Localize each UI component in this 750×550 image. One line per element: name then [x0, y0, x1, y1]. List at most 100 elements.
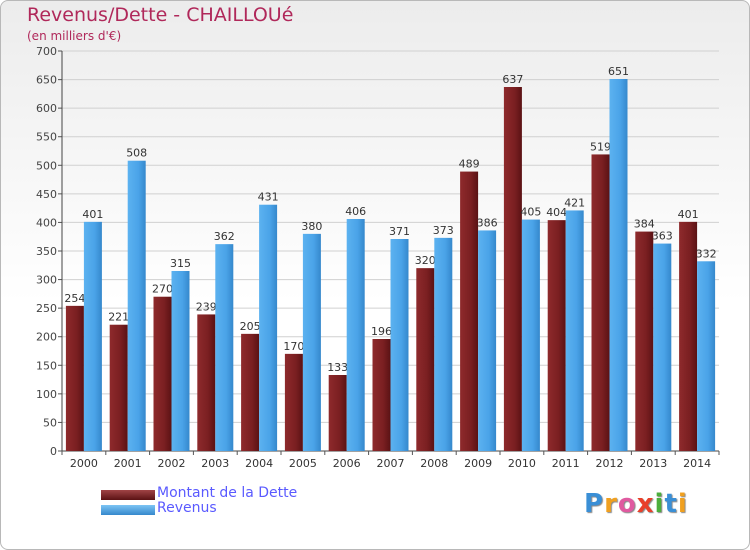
chart-subtitle: (en milliers d'€): [27, 29, 122, 43]
y-tick-label: 450: [36, 188, 57, 201]
y-tick-label: 100: [36, 388, 57, 401]
data-label-revenus: 362: [214, 230, 235, 243]
data-label-revenus: 508: [126, 147, 147, 160]
bar-dette: [372, 339, 391, 451]
bar-revenus: [215, 244, 234, 451]
data-label-dette: 133: [327, 361, 348, 374]
data-label-dette: 254: [64, 292, 85, 305]
data-label-dette: 239: [196, 300, 217, 313]
data-label-dette: 196: [371, 325, 392, 338]
x-tick-label: 2012: [596, 457, 624, 470]
data-label-dette: 489: [459, 158, 480, 171]
logo-letter: t: [664, 489, 678, 519]
bar-revenus: [259, 204, 278, 451]
y-tick-label: 400: [36, 216, 57, 229]
data-label-dette: 384: [634, 218, 655, 231]
data-label-dette: 401: [678, 208, 699, 221]
data-label-revenus: 405: [520, 206, 541, 219]
x-tick-label: 2009: [464, 457, 492, 470]
data-label-revenus: 380: [301, 220, 322, 233]
data-label-dette: 519: [590, 140, 611, 153]
data-label-revenus: 401: [82, 208, 103, 221]
data-label-revenus: 421: [564, 196, 585, 209]
x-tick-label: 2005: [289, 457, 317, 470]
x-tick-label: 2007: [377, 457, 405, 470]
y-tick-label: 250: [36, 302, 57, 315]
data-label-dette: 270: [152, 283, 173, 296]
bar-dette: [591, 154, 610, 451]
x-tick-label: 2010: [508, 457, 536, 470]
bar-revenus: [565, 210, 584, 451]
x-tick-label: 2004: [245, 457, 273, 470]
logo-letter: i: [654, 489, 665, 519]
data-label-dette: 170: [283, 340, 304, 353]
bar-revenus: [609, 79, 628, 451]
legend-swatch-dette: [101, 490, 155, 500]
x-tick-label: 2003: [201, 457, 229, 470]
y-tick-label: 550: [36, 131, 57, 144]
data-label-dette: 637: [502, 73, 523, 86]
y-tick-label: 700: [36, 45, 57, 58]
data-label-revenus: 315: [170, 257, 191, 270]
bar-dette: [679, 221, 698, 451]
bar-dette: [153, 296, 172, 451]
y-tick-label: 500: [36, 159, 57, 172]
bar-revenus: [697, 261, 716, 451]
data-label-revenus: 373: [433, 224, 454, 237]
legend-swatch-revenus: [101, 505, 155, 515]
bar-dette: [503, 87, 522, 451]
data-label-revenus: 371: [389, 225, 410, 238]
bar-revenus: [346, 219, 365, 451]
data-label-revenus: 363: [652, 230, 673, 243]
y-tick-label: 650: [36, 74, 57, 87]
y-tick-label: 600: [36, 102, 57, 115]
bar-dette: [635, 231, 654, 451]
bar-revenus: [434, 237, 453, 451]
x-tick-label: 2001: [114, 457, 142, 470]
legend-label-dette: Montant de la Dette: [157, 485, 298, 501]
y-tick-label: 200: [36, 331, 57, 344]
logo-letter: P: [584, 489, 605, 519]
data-label-dette: 320: [415, 254, 436, 267]
logo-letter: i: [677, 489, 688, 519]
bar-revenus: [171, 271, 190, 451]
logo-letter: x: [636, 489, 655, 519]
data-label-dette: 221: [108, 311, 129, 324]
bar-dette: [197, 314, 216, 451]
x-tick-label: 2013: [639, 457, 667, 470]
bar-revenus: [390, 239, 409, 451]
x-tick-label: 2008: [420, 457, 448, 470]
legend-label-revenus: Revenus: [157, 500, 217, 516]
data-label-dette: 404: [546, 206, 567, 219]
data-label-dette: 205: [240, 320, 261, 333]
bar-dette: [65, 305, 84, 451]
x-tick-label: 2002: [158, 457, 186, 470]
x-tick-label: 2006: [333, 457, 361, 470]
bar-dette: [328, 375, 347, 451]
logo-letter: o: [617, 489, 637, 519]
bar-dette: [547, 220, 566, 451]
bar-dette: [460, 171, 479, 452]
data-label-revenus: 651: [608, 65, 629, 78]
x-tick-label: 2011: [552, 457, 580, 470]
x-tick-label: 2000: [70, 457, 98, 470]
bar-revenus: [653, 243, 672, 451]
data-label-revenus: 332: [696, 247, 717, 260]
y-tick-label: 350: [36, 245, 57, 258]
bar-revenus: [478, 230, 497, 451]
bar-revenus: [127, 160, 146, 451]
bar-dette: [241, 333, 260, 451]
y-tick-label: 300: [36, 274, 57, 287]
chart-title: Revenus/Dette - CHAILLOUé: [27, 4, 294, 26]
bar-revenus: [83, 221, 102, 451]
bar-dette: [284, 353, 303, 451]
y-tick-label: 150: [36, 359, 57, 372]
bar-revenus: [302, 233, 321, 451]
data-label-revenus: 431: [258, 191, 279, 204]
data-label-revenus: 406: [345, 205, 366, 218]
y-tick-label: 0: [50, 445, 57, 458]
bar-dette: [416, 268, 435, 451]
bar-revenus: [521, 219, 540, 451]
